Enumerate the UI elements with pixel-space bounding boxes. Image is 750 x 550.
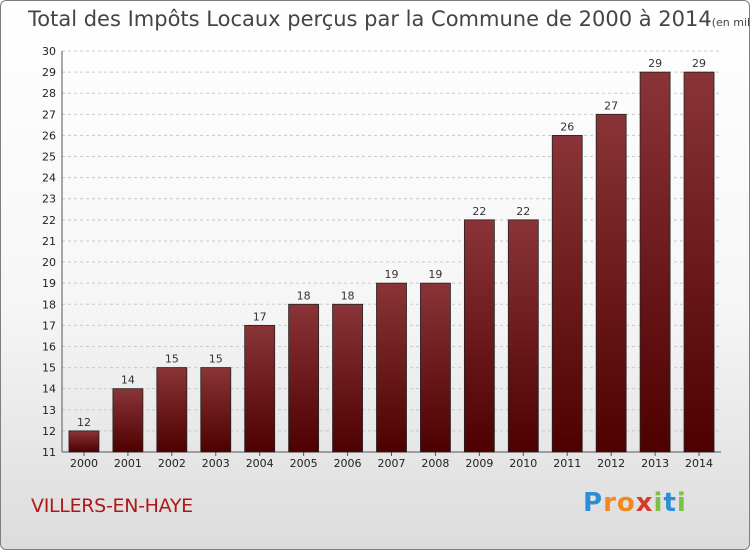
x-tick-label-2000: 2000 — [70, 457, 98, 470]
value-label-2011: 26 — [560, 120, 574, 133]
y-tick-label: 11 — [42, 446, 56, 459]
value-label-2002: 15 — [165, 353, 179, 366]
y-tick-label: 30 — [42, 45, 56, 58]
bar-2006 — [332, 303, 363, 453]
y-tick-label: 17 — [42, 319, 56, 332]
bars — [68, 71, 715, 453]
bar-2002 — [156, 367, 188, 453]
bar-2010 — [507, 219, 539, 453]
value-label-2012: 27 — [604, 99, 618, 112]
x-tick-label-2005: 2005 — [290, 457, 318, 470]
x-tick-label-2001: 2001 — [114, 457, 142, 470]
bar-2014 — [683, 71, 715, 453]
y-tick-label: 25 — [42, 151, 56, 164]
x-tick-label-2008: 2008 — [421, 457, 449, 470]
logo-letter: o — [616, 488, 636, 518]
y-tick-label: 23 — [42, 193, 56, 206]
value-label-2007: 19 — [385, 268, 399, 281]
y-tick-label: 21 — [42, 235, 56, 248]
value-label-2013: 29 — [648, 57, 662, 70]
y-tick-label: 22 — [42, 214, 56, 227]
y-tick-label: 16 — [42, 340, 56, 353]
x-tick-label-2007: 2007 — [378, 457, 406, 470]
bar-2003 — [200, 367, 232, 453]
value-label-2000: 12 — [77, 416, 91, 429]
labels: 11 12 13 14 15 16 17 18 19 20 21 22 23 24 25 26 27 28 29 30… — [42, 45, 713, 470]
y-tick-label: 14 — [42, 383, 56, 396]
proxiti-logo: Proxiti — [583, 488, 687, 518]
y-tick-label: 18 — [42, 298, 56, 311]
y-tick-label: 27 — [42, 108, 56, 121]
x-tick-label-2011: 2011 — [553, 457, 581, 470]
logo-letter: P — [583, 488, 604, 518]
value-label-2010: 22 — [516, 205, 530, 218]
x-tick-label-2009: 2009 — [465, 457, 493, 470]
chart-title-text: Total des Impôts Locaux perçus par la Co… — [28, 7, 712, 31]
x-tick-label-2014: 2014 — [685, 457, 713, 470]
y-tick-label: 13 — [42, 404, 56, 417]
y-tick-label: 29 — [42, 66, 56, 79]
y-tick-label: 15 — [42, 362, 56, 375]
logo-letter: t — [663, 488, 677, 518]
logo-letter: i — [676, 488, 687, 518]
bar-2004 — [244, 324, 276, 453]
y-tick-label: 12 — [42, 425, 56, 438]
bar-2011 — [551, 135, 583, 453]
chart-title: Total des Impôts Locaux perçus par la Co… — [28, 7, 750, 31]
value-label-2001: 14 — [121, 374, 135, 387]
value-label-2006: 18 — [341, 289, 355, 302]
x-tick-label-2010: 2010 — [509, 457, 537, 470]
bar-2001 — [112, 388, 144, 453]
x-tick-label-2003: 2003 — [202, 457, 230, 470]
x-tick-label-2012: 2012 — [597, 457, 625, 470]
value-label-2005: 18 — [297, 289, 311, 302]
logo-letter: i — [653, 488, 664, 518]
commune-name: VILLERS-EN-HAYE — [31, 495, 193, 517]
bar-2000 — [68, 430, 100, 453]
logo-letter: r — [603, 488, 617, 518]
x-tick-label-2004: 2004 — [246, 457, 274, 470]
value-label-2004: 17 — [253, 310, 267, 323]
y-tick-label: 28 — [42, 87, 56, 100]
x-tick-label-2013: 2013 — [641, 457, 669, 470]
chart-title-unit: (en milliers d'€) — [711, 16, 750, 29]
x-tick-label-2002: 2002 — [158, 457, 186, 470]
bar-2008 — [420, 282, 451, 453]
y-tick-label: 19 — [42, 277, 56, 290]
bar-2009 — [463, 219, 495, 453]
value-label-2003: 15 — [209, 353, 223, 366]
value-label-2008: 19 — [428, 268, 442, 281]
bar-2007 — [376, 282, 407, 453]
y-tick-label: 24 — [42, 172, 56, 185]
logo-letter: x — [635, 488, 654, 518]
x-tick-label-2006: 2006 — [334, 457, 362, 470]
value-label-2009: 22 — [472, 205, 486, 218]
y-tick-label: 26 — [42, 129, 56, 142]
bar-2005 — [288, 303, 320, 453]
y-tick-label: 20 — [42, 256, 56, 269]
value-label-2014: 29 — [692, 57, 706, 70]
bar-2013 — [639, 71, 671, 453]
bar-2012 — [595, 113, 627, 453]
